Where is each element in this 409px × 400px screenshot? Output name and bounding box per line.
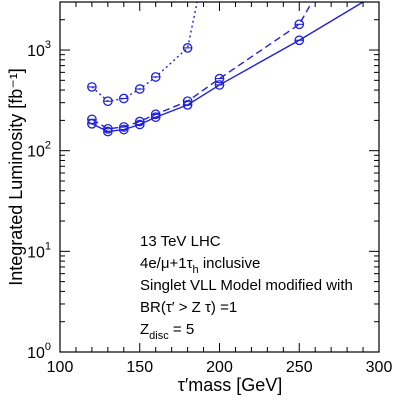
annotation-line: Zdisc = 5 [140, 321, 194, 342]
y-tick-label: 100 [27, 341, 51, 362]
series-line-dashed [91, 2, 313, 130]
x-axis-label: τ′mass [GeV] [178, 375, 283, 395]
y-axis-label: Integrated Luminosity [fb⁻¹] [6, 68, 26, 286]
y-tick-label: 102 [27, 140, 51, 161]
x-tick-label: 200 [206, 359, 233, 376]
x-tick-label: 300 [366, 359, 393, 376]
x-tick-label: 250 [286, 359, 313, 376]
annotation-line: Singlet VLL Model modified with [140, 277, 353, 294]
annotation-line: 13 TeV LHC [140, 233, 221, 250]
x-tick-label: 150 [126, 359, 153, 376]
annotation-line: BR(τ′ > Z τ) =1 [140, 299, 237, 316]
x-tick-label: 100 [47, 359, 74, 376]
annotation-line: 4e/μ+1τh inclusive [140, 255, 260, 276]
y-tick-label: 103 [27, 39, 51, 60]
series-layer [87, 2, 364, 137]
series-line-dotted [91, 2, 198, 102]
ticks-layer: 100 150 200 250 300 100 101 102 103 [27, 1, 393, 376]
series-line-solid [91, 2, 364, 133]
y-tick-label: 101 [27, 240, 51, 261]
